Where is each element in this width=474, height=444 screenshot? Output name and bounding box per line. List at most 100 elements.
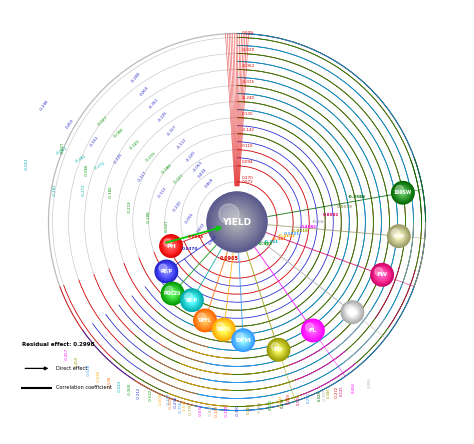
Text: 0.959: 0.959 <box>208 234 218 246</box>
Circle shape <box>164 269 169 274</box>
Text: -0.062: -0.062 <box>242 63 255 67</box>
Text: -0.538: -0.538 <box>108 376 111 388</box>
Circle shape <box>214 319 234 340</box>
Text: FW: FW <box>376 272 388 278</box>
Circle shape <box>165 240 177 252</box>
Text: 0.0370: 0.0370 <box>182 247 198 251</box>
Circle shape <box>397 234 401 238</box>
Circle shape <box>226 211 248 233</box>
Circle shape <box>182 291 201 309</box>
Text: 0.263: 0.263 <box>140 85 150 96</box>
Circle shape <box>181 289 203 311</box>
Circle shape <box>304 321 322 340</box>
Text: FL: FL <box>309 328 317 333</box>
Circle shape <box>184 292 200 308</box>
Circle shape <box>238 335 248 345</box>
Text: DFM: DFM <box>235 338 251 343</box>
Circle shape <box>171 292 174 296</box>
Circle shape <box>348 308 356 316</box>
Circle shape <box>184 293 192 301</box>
Circle shape <box>213 198 261 246</box>
Text: -0.051: -0.051 <box>25 158 28 170</box>
Text: -0.272: -0.272 <box>93 162 106 171</box>
Circle shape <box>218 323 230 336</box>
Circle shape <box>239 336 247 344</box>
Circle shape <box>169 244 173 248</box>
Circle shape <box>309 326 317 334</box>
Text: FPL: FPL <box>346 309 359 315</box>
Circle shape <box>381 274 383 276</box>
Circle shape <box>396 186 410 200</box>
Circle shape <box>185 293 199 307</box>
Circle shape <box>273 344 285 356</box>
Text: 0.423: 0.423 <box>269 399 273 410</box>
Text: -0.169: -0.169 <box>128 139 141 151</box>
Circle shape <box>222 328 226 332</box>
Circle shape <box>232 217 242 227</box>
Text: F/P: F/P <box>393 234 404 239</box>
Circle shape <box>312 329 314 332</box>
Text: -0.051: -0.051 <box>55 147 69 156</box>
Text: -0.027: -0.027 <box>165 219 169 231</box>
Text: 0.105: 0.105 <box>297 394 301 404</box>
Circle shape <box>163 283 183 304</box>
Text: -0.188: -0.188 <box>147 211 151 223</box>
Text: -0.637: -0.637 <box>199 404 203 416</box>
Circle shape <box>345 305 353 313</box>
Circle shape <box>275 347 282 353</box>
Text: -0.188: -0.188 <box>161 163 173 174</box>
Text: PH: PH <box>166 243 176 249</box>
Circle shape <box>271 342 279 350</box>
Circle shape <box>194 309 216 332</box>
Text: -0.281: -0.281 <box>74 154 87 164</box>
Circle shape <box>168 243 174 249</box>
Text: -0.225: -0.225 <box>113 152 124 165</box>
Text: -0.027: -0.027 <box>173 173 185 184</box>
Circle shape <box>389 226 409 246</box>
Circle shape <box>217 322 231 337</box>
Circle shape <box>397 186 409 199</box>
Circle shape <box>350 310 355 314</box>
Text: 0.0905: 0.0905 <box>219 256 238 261</box>
Circle shape <box>399 189 407 197</box>
Text: 0.959: 0.959 <box>204 177 215 188</box>
Text: -0.066: -0.066 <box>112 127 125 139</box>
Circle shape <box>161 236 181 256</box>
Circle shape <box>164 285 181 302</box>
Text: -0.317: -0.317 <box>167 124 178 136</box>
Circle shape <box>166 241 176 251</box>
Circle shape <box>197 312 213 329</box>
Circle shape <box>267 339 290 361</box>
Circle shape <box>268 340 289 360</box>
Text: 0.474: 0.474 <box>281 397 285 408</box>
Circle shape <box>372 265 392 285</box>
Circle shape <box>170 290 176 297</box>
Text: -0.027: -0.027 <box>61 142 64 154</box>
Circle shape <box>242 339 244 341</box>
Circle shape <box>186 294 198 306</box>
Text: -0.043: -0.043 <box>118 380 121 392</box>
Text: -0.015: -0.015 <box>242 79 255 83</box>
Circle shape <box>202 317 208 324</box>
Circle shape <box>392 229 406 243</box>
Text: 0.250: 0.250 <box>307 392 311 403</box>
Circle shape <box>392 182 414 204</box>
Text: Residual effect: 0.2998: Residual effect: 0.2998 <box>22 342 95 347</box>
Circle shape <box>347 307 357 317</box>
Text: -0.4191: -0.4191 <box>277 234 295 238</box>
Circle shape <box>223 329 225 330</box>
Circle shape <box>305 322 321 339</box>
Circle shape <box>216 321 232 337</box>
Text: -0.240: -0.240 <box>242 95 255 99</box>
Text: SB/P: SB/P <box>186 297 198 303</box>
Circle shape <box>344 304 361 320</box>
Circle shape <box>274 346 283 354</box>
Circle shape <box>189 297 195 303</box>
Circle shape <box>396 233 402 239</box>
Circle shape <box>228 213 246 231</box>
Text: -0.459: -0.459 <box>74 357 79 369</box>
Circle shape <box>236 333 250 347</box>
Text: D50%: D50% <box>216 327 231 332</box>
Text: -0.391: -0.391 <box>236 404 240 416</box>
Circle shape <box>276 348 281 352</box>
